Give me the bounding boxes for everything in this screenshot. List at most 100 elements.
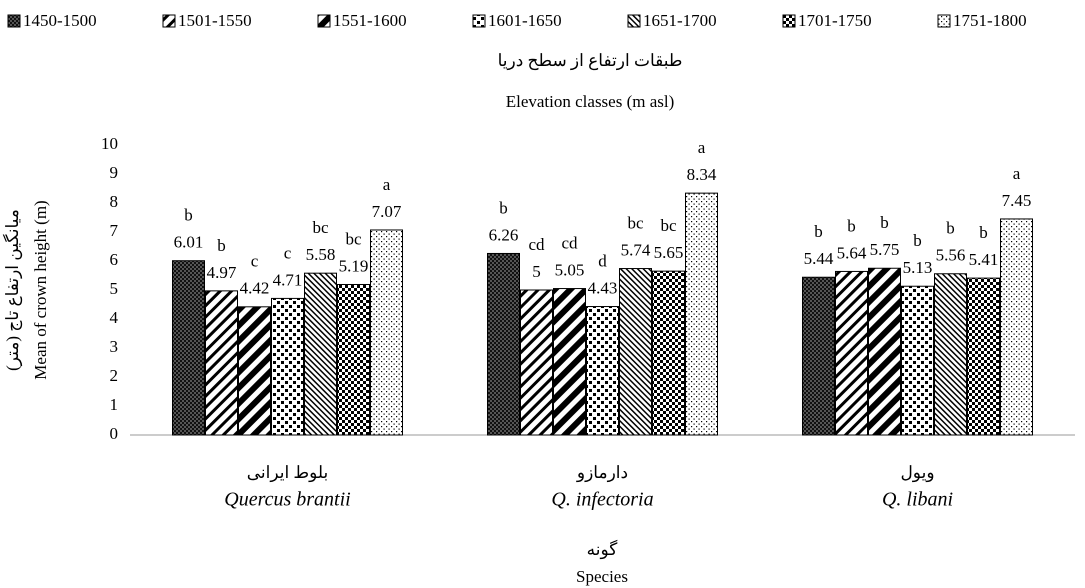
y-tick-label: 0: [110, 424, 119, 443]
bar: [553, 288, 586, 436]
y-tick-label: 6: [110, 250, 119, 269]
y-tick-label: 2: [110, 366, 119, 385]
legend-label: 1450-1500: [23, 11, 97, 30]
legend-swatch: [627, 14, 641, 28]
y-axis-label: Mean of crown height (m): [31, 200, 50, 379]
x-tick-label: Q. infectoria: [551, 489, 653, 511]
bar: [586, 306, 619, 436]
y-tick-label: 8: [110, 192, 119, 211]
significance-letter: d: [598, 251, 607, 270]
significance-letter: b: [814, 222, 823, 241]
bar: [205, 290, 238, 436]
x-axis-label-fa: گونه: [587, 539, 619, 560]
significance-letter: bc: [627, 213, 644, 232]
legend-title: Elevation classes (m asl): [506, 92, 675, 111]
data-label: 6.01: [174, 233, 204, 252]
data-label: 4.43: [588, 278, 618, 297]
data-label: 5.58: [306, 245, 336, 264]
data-label: 8.34: [687, 165, 717, 184]
significance-letter: cd: [528, 235, 545, 254]
y-tick-label: 10: [101, 134, 118, 153]
bar: [967, 277, 1000, 436]
data-label: 6.26: [489, 225, 519, 244]
bar: [370, 229, 403, 436]
significance-letter: a: [383, 175, 391, 194]
legend-swatch: [782, 14, 796, 28]
bar: [835, 270, 868, 436]
significance-letter: cd: [561, 233, 578, 252]
data-label: 7.07: [372, 202, 402, 221]
legend-swatch: [7, 14, 21, 28]
y-tick-label: 9: [110, 163, 119, 182]
legend-label: 1701-1750: [798, 11, 872, 30]
legend-swatch: [162, 14, 176, 28]
y-tick-label: 1: [110, 395, 119, 414]
y-tick-label: 7: [110, 221, 119, 240]
bar: [652, 270, 685, 436]
significance-letter: b: [946, 219, 955, 238]
legend-label: 1551-1600: [333, 11, 407, 30]
data-label: 5.41: [969, 250, 999, 269]
significance-letter: b: [499, 198, 508, 217]
significance-letter: b: [217, 236, 226, 255]
significance-letter: b: [880, 213, 889, 232]
y-tick-label: 4: [110, 308, 119, 327]
data-label: 5.19: [339, 256, 369, 275]
data-label: 5.13: [903, 258, 933, 277]
bar: [172, 260, 205, 436]
significance-letter: bc: [312, 218, 329, 237]
significance-letter: b: [184, 206, 193, 225]
data-label: 7.45: [1002, 191, 1032, 210]
significance-letter: bc: [345, 229, 362, 248]
data-label: 5.44: [804, 249, 834, 268]
y-tick-label: 5: [110, 279, 119, 298]
data-label: 5.56: [936, 246, 966, 265]
x-tick-label: Quercus brantii: [224, 489, 350, 511]
legend-swatch: [472, 14, 486, 28]
bar: [238, 306, 271, 436]
data-label: 5.74: [621, 240, 651, 259]
significance-letter: a: [1013, 164, 1021, 183]
legend-label: 1601-1650: [488, 11, 562, 30]
bar: [520, 289, 553, 436]
data-label: 5.65: [654, 243, 684, 262]
data-label: 5.75: [870, 240, 900, 259]
legend-label: 1651-1700: [643, 11, 717, 30]
significance-letter: c: [284, 243, 292, 262]
x-tick-label-fa: دارمازو: [576, 463, 628, 483]
data-label: 5.64: [837, 243, 867, 262]
significance-letter: c: [251, 252, 259, 271]
significance-letter: b: [979, 223, 988, 242]
data-label: 5.05: [555, 260, 585, 279]
data-label: 4.97: [207, 263, 237, 282]
significance-letter: a: [698, 138, 706, 157]
bar: [868, 267, 901, 436]
significance-letter: b: [847, 216, 856, 235]
bar: [901, 285, 934, 436]
legend-swatch: [937, 14, 951, 28]
data-label: 4.71: [273, 270, 303, 289]
bar: [271, 297, 304, 436]
bar: [1000, 218, 1033, 436]
x-axis-label: Species: [576, 567, 628, 586]
bar: [337, 283, 370, 436]
y-tick-label: 3: [110, 337, 119, 356]
legend-title-fa: طبقات ارتفاع از سطح دریا: [498, 51, 683, 71]
x-tick-label-fa: بلوط ایرانی: [247, 463, 329, 483]
bar: [619, 268, 652, 436]
bar: [487, 252, 520, 436]
significance-letter: b: [913, 231, 922, 250]
y-axis-label-fa: میانگین ارتفاع تاج (متر): [2, 209, 23, 371]
significance-letter: bc: [660, 216, 677, 235]
data-label: 5: [532, 262, 541, 281]
legend-swatch: [317, 14, 331, 28]
bar: [685, 192, 718, 436]
x-tick-label: Q. libani: [882, 489, 953, 511]
bar: [304, 272, 337, 436]
legend-label: 1751-1800: [953, 11, 1027, 30]
bar: [934, 273, 967, 436]
legend-label: 1501-1550: [178, 11, 252, 30]
data-label: 4.42: [240, 279, 270, 298]
x-tick-label-fa: ویول: [900, 463, 934, 483]
